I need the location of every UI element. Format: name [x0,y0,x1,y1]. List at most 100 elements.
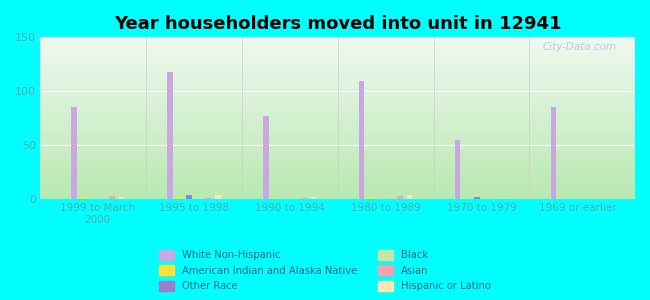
Bar [40,49,635,50]
Bar [272,198,278,199]
Bar [40,83,635,84]
Legend: White Non-Hispanic, American Indian and Alaska Native, Other Race, Black, Asian,: White Non-Hispanic, American Indian and … [155,245,495,295]
Bar [301,198,307,199]
Bar [40,113,635,115]
Bar [40,152,635,154]
Bar [263,116,268,199]
Bar [40,130,635,131]
Bar [40,55,635,57]
Bar [40,165,635,167]
Bar [40,96,635,97]
Bar [369,197,374,199]
Bar [40,120,635,122]
Bar [40,44,635,45]
Bar [40,138,635,139]
Bar [40,117,635,118]
Bar [40,40,635,42]
Bar [40,139,635,141]
Bar [186,195,192,199]
Bar [40,50,635,52]
Bar [40,86,635,88]
Bar [40,89,635,91]
Bar [40,91,635,92]
Bar [40,134,635,136]
Bar [81,197,86,199]
Bar [40,188,635,190]
Bar [40,131,635,133]
Bar [40,178,635,180]
Bar [40,99,635,100]
Bar [196,197,202,199]
Bar [40,58,635,60]
Bar [551,107,556,199]
Bar [40,125,635,126]
Bar [40,88,635,89]
Bar [40,107,635,109]
Bar [40,80,635,81]
Bar [40,141,635,142]
Bar [40,47,635,49]
Bar [40,100,635,102]
Bar [40,186,635,188]
Bar [167,72,172,199]
Bar [40,162,635,164]
Bar [40,160,635,162]
Bar [119,197,125,199]
Bar [40,193,635,194]
Bar [40,60,635,61]
Bar [40,151,635,152]
Bar [311,197,317,199]
Bar [71,107,77,199]
Bar [40,126,635,128]
Bar [40,147,635,149]
Bar [40,94,635,96]
Bar [40,61,635,63]
Bar [40,136,635,138]
Bar [40,123,635,125]
Bar [40,167,635,169]
Bar [40,71,635,73]
Bar [40,84,635,86]
Bar [40,70,635,71]
Bar [40,109,635,110]
Bar [40,155,635,157]
Bar [40,53,635,55]
Bar [40,144,635,146]
Bar [40,65,635,67]
Bar [397,196,403,199]
Bar [40,122,635,123]
Bar [40,185,635,186]
Bar [40,159,635,161]
Bar [454,140,460,199]
Text: City-Data.com: City-Data.com [543,42,617,52]
Bar [214,195,220,199]
Bar [205,198,211,199]
Bar [40,169,635,170]
Bar [40,81,635,83]
Bar [387,196,393,199]
Bar [40,57,635,59]
Bar [40,146,635,147]
Bar [40,194,635,196]
Bar [40,76,635,78]
Bar [40,104,635,105]
Bar [292,198,297,199]
Bar [40,149,635,151]
Bar [40,133,635,134]
Bar [40,102,635,104]
Bar [40,157,635,159]
Bar [176,197,182,199]
Bar [40,115,635,117]
Bar [40,92,635,94]
Bar [40,196,635,198]
Bar [40,154,635,155]
Bar [40,191,635,193]
Bar [40,177,635,178]
Bar [109,196,115,199]
Bar [40,75,635,76]
Bar [40,164,635,165]
Bar [40,105,635,107]
Bar [40,175,635,177]
Bar [40,63,635,65]
Bar [40,68,635,70]
